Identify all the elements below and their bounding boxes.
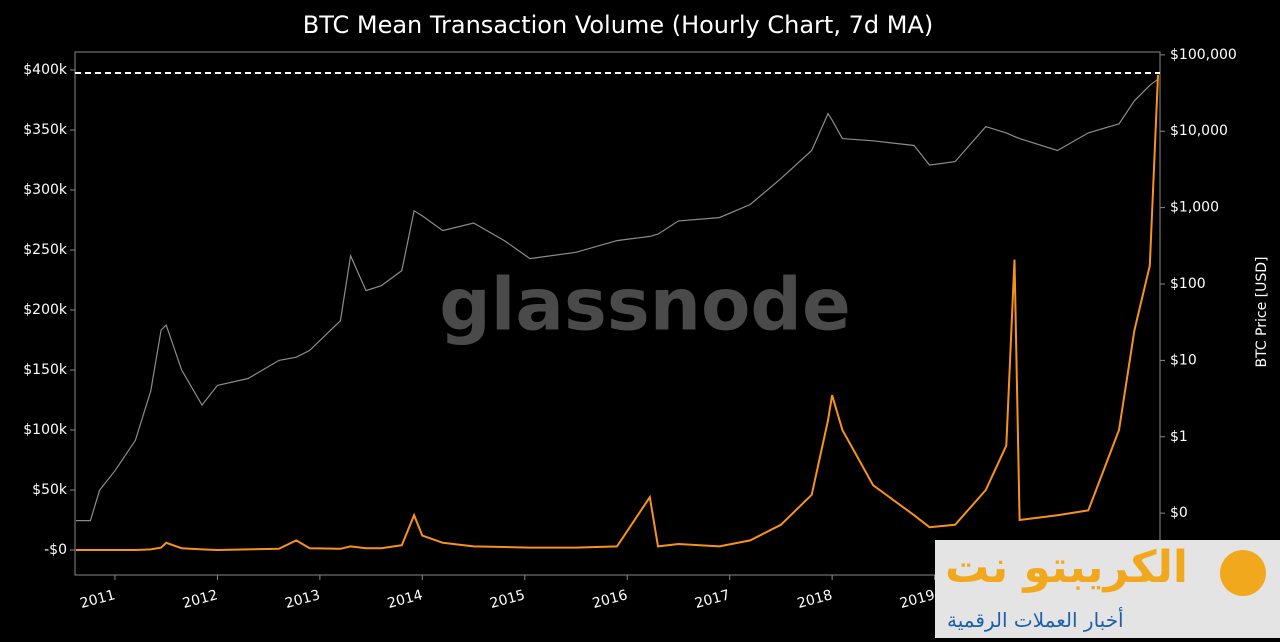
plot-frame — [74, 51, 1161, 576]
y2-tick-label: $100 — [1170, 276, 1206, 292]
x-tick-label: 2017 — [693, 587, 732, 612]
x-tick-label: 2016 — [591, 587, 630, 612]
x-tick-label: 2012 — [181, 587, 220, 612]
y2-tick-label: $1,000 — [1170, 200, 1219, 216]
chart-title: BTC Mean Transaction Volume (Hourly Char… — [303, 11, 933, 39]
watermark: glassnode — [439, 263, 851, 347]
x-tick-label: 2013 — [283, 587, 322, 612]
y2-tick-label: $100,000 — [1170, 47, 1237, 63]
x-tick-label: 2014 — [386, 587, 425, 612]
y-tick-label: $300k — [23, 182, 68, 198]
y-tick-label: $250k — [23, 242, 68, 258]
y-tick-label: $400k — [23, 62, 68, 78]
y2-tick-label: $10 — [1170, 352, 1197, 368]
x-tick-label: 2015 — [488, 587, 527, 612]
tagline: أخبار العملات الرقمية — [947, 608, 1124, 632]
y-tick-label: $200k — [23, 302, 68, 318]
series-line — [76, 74, 1159, 552]
brand: الكريبتو نت — [945, 542, 1189, 593]
x-tick-label: 2018 — [796, 587, 835, 612]
series-line — [76, 78, 1159, 522]
y-tick-label: $50k — [32, 482, 68, 498]
y2-tick-label: $10,000 — [1170, 123, 1228, 139]
y2-tick-label: $1 — [1170, 429, 1188, 445]
x-tick-label: 2019 — [898, 587, 937, 612]
y-tick-label: -$0 — [44, 542, 67, 558]
y-tick-label: $150k — [23, 362, 68, 378]
y-tick-label: $100k — [23, 422, 68, 438]
y2-tick-label: $0 — [1170, 505, 1188, 521]
logo-coin — [1220, 550, 1266, 596]
y2-axis-label: BTC Price [USD] — [1254, 256, 1270, 367]
logo-overlay: الكريبتو نت أخبار العملات الرقمية — [935, 540, 1280, 638]
x-tick-label: 2011 — [78, 587, 117, 612]
y-tick-label: $350k — [23, 122, 68, 138]
